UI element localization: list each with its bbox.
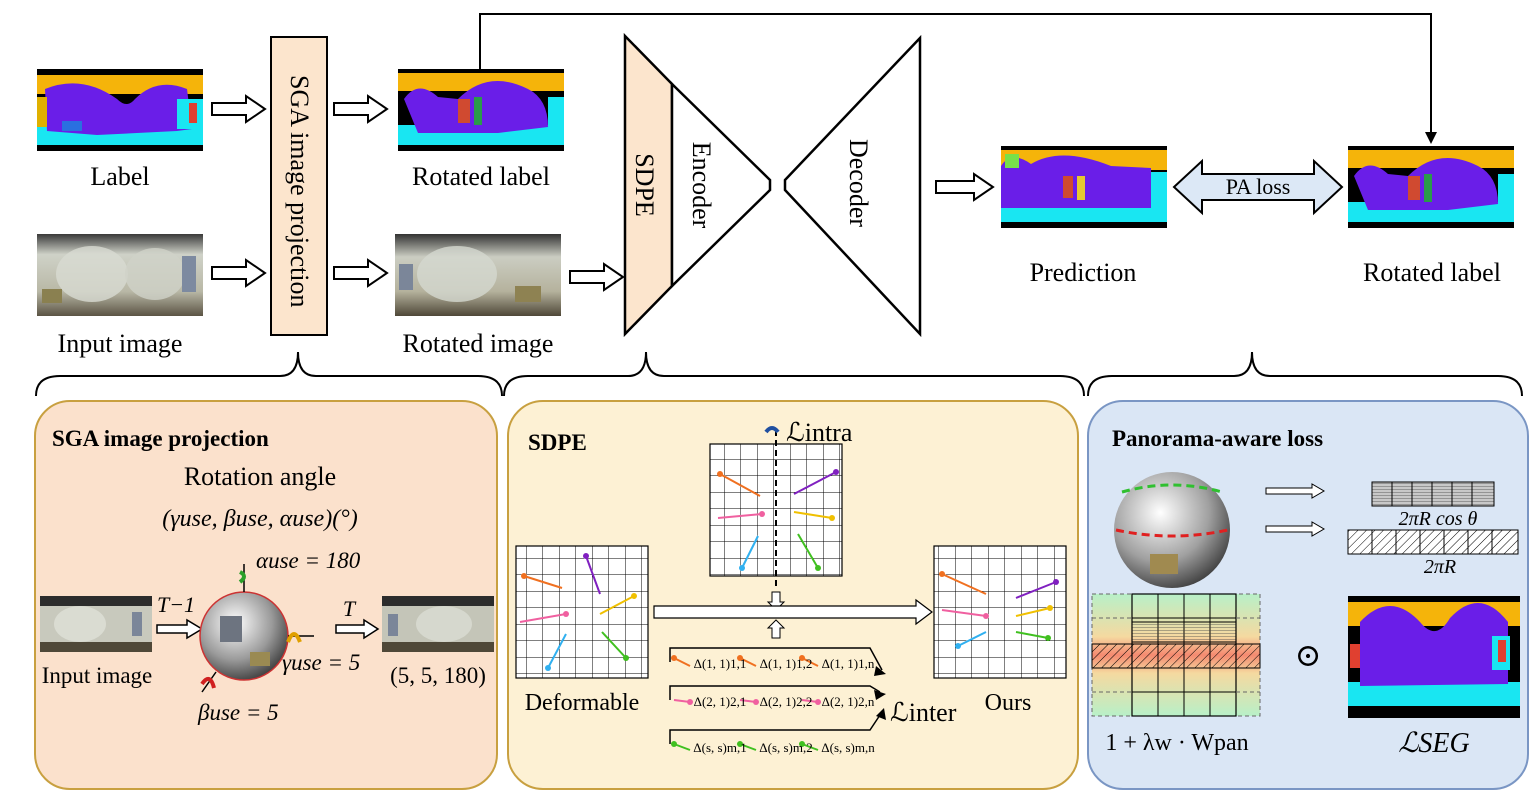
sga-projection-block-label: SGA image projection [285, 75, 314, 308]
pa-loss-label: PA loss [1225, 174, 1291, 199]
rotated-label-right-image [1348, 146, 1514, 228]
feedback-connector [479, 13, 1437, 144]
weight-map-label: 1 + λw · Wpan [1105, 730, 1249, 756]
sga-panel [34, 400, 498, 790]
section-braces [35, 351, 1523, 397]
deformable-label: Deformable [524, 690, 640, 716]
delta-m-1: Δ(s, s)m,1 [693, 740, 747, 755]
sga-sphere [199, 564, 314, 693]
pa-panel-title: Panorama-aware loss [1112, 426, 1324, 451]
l-seg-label: ℒSEG [1398, 728, 1470, 759]
rotated-image-caption: Rotated image [402, 329, 554, 358]
pa-loss-double-arrow [1172, 158, 1344, 216]
delta-1-1: Δ(1, 1)1,1 [693, 656, 747, 671]
prediction-caption: Prediction [1029, 258, 1137, 287]
arrow-rotated-image-to-sdpe [569, 262, 625, 292]
encoder-label: Encoder [687, 141, 716, 229]
alpha-label: αuse = 180 [256, 548, 361, 573]
delta-1-2: Δ(1, 1)1,2 [759, 656, 813, 671]
l-intra-label: ℒintra [786, 418, 853, 447]
rotated-image [395, 234, 561, 316]
arrow-sga-to-rotated-image [333, 258, 389, 288]
sga-arrow-t-inverse [156, 618, 204, 640]
rotated-label-right-caption: Rotated label [1363, 258, 1501, 287]
delta-2-2: Δ(2, 1)2,2 [759, 694, 813, 709]
delta-m-2: Δ(s, s)m,2 [759, 740, 813, 755]
sga-input-image [40, 596, 152, 652]
sga-panel-title: SGA image projection [52, 426, 269, 451]
odot-symbol: ⊙ [1294, 637, 1322, 673]
input-image-caption: Input image [57, 329, 183, 358]
encoder-decoder-network [623, 32, 922, 338]
delta-2-n: Δ(2, 1)2,n [821, 694, 875, 709]
sga-result-label: (5, 5, 180) [390, 663, 486, 688]
ours-label: Ours [984, 690, 1032, 716]
cos-bar-label: 2πR cos θ [1398, 508, 1478, 530]
beta-label: βuse = 5 [198, 700, 279, 725]
delta-1-n: Δ(1, 1)1,n [821, 656, 875, 671]
full-bar-label: 2πR [1423, 556, 1457, 578]
delta-2-1: Δ(2, 1)2,1 [693, 694, 747, 709]
sga-input-image-caption: Input image [41, 663, 153, 688]
sdpe-diagram [515, 426, 1067, 751]
rotation-angle-label: Rotation angle [183, 462, 337, 491]
sga-projection-block [270, 36, 328, 336]
arrow-input-to-sga [211, 258, 267, 288]
input-image [37, 234, 203, 316]
rotated-label-caption: Rotated label [412, 162, 550, 191]
l-inter-label: ℒinter [890, 698, 957, 727]
arrow-label-to-sga [211, 94, 267, 124]
pa-diagram [1091, 472, 1520, 718]
sdpe-panel-title: SDPE [528, 430, 587, 455]
sdpe-block-label: SDPE [630, 153, 659, 217]
arrow-sga-to-rotated-label [333, 94, 389, 124]
sga-output-image [382, 596, 494, 652]
sga-arrow-t [335, 618, 380, 640]
t-label: T [342, 596, 356, 621]
label-caption: Label [90, 162, 150, 191]
rotated-label-image [398, 69, 564, 151]
delta-m-n: Δ(s, s)m,n [821, 740, 875, 755]
arrow-decoder-to-prediction [935, 172, 995, 202]
prediction-image [1001, 146, 1167, 228]
gamma-label: γuse = 5 [282, 650, 361, 675]
label-image [37, 69, 203, 151]
t-inverse-label: T−1 [156, 592, 196, 617]
angle-tuple-label: (γuse, βuse, αuse)(°) [162, 506, 358, 532]
